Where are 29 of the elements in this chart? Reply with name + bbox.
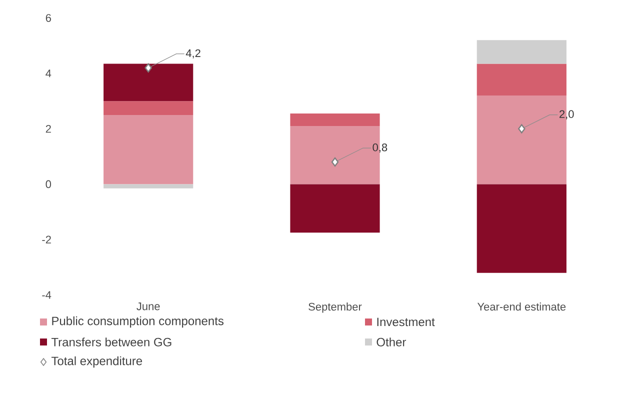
point xyxy=(331,157,339,167)
point xyxy=(144,63,152,72)
bar xyxy=(476,40,566,64)
data-label: 0,8 xyxy=(372,144,388,153)
bar xyxy=(290,184,380,233)
bar xyxy=(104,64,194,102)
legend-label: Transfers between GG xyxy=(51,338,172,346)
legend-label: Total expenditure xyxy=(51,356,142,368)
data-label: 2,0 xyxy=(560,110,574,120)
y-tick-label: 0 xyxy=(46,180,52,188)
y-tick-label: 6 xyxy=(46,14,51,22)
y-tick-label: 4 xyxy=(46,70,52,78)
x-tick-label: September xyxy=(308,302,362,313)
bar xyxy=(104,184,194,188)
x-tick-label: June xyxy=(136,302,160,310)
point xyxy=(518,124,526,134)
y-tick-label: -2 xyxy=(42,236,51,244)
bar xyxy=(104,101,194,115)
y-tick-label: -4 xyxy=(42,291,52,299)
bar xyxy=(290,114,380,126)
bar xyxy=(476,64,566,96)
data-label: 4,2 xyxy=(186,49,200,58)
legend-label: Public consumption components xyxy=(52,316,224,328)
bar xyxy=(104,114,194,184)
bar xyxy=(476,184,566,273)
y-tick-label: 2 xyxy=(46,124,51,133)
legend-label: Other xyxy=(376,338,406,346)
x-tick-label: Year-end estimate xyxy=(477,302,566,311)
legend-label: Investment xyxy=(377,318,435,326)
